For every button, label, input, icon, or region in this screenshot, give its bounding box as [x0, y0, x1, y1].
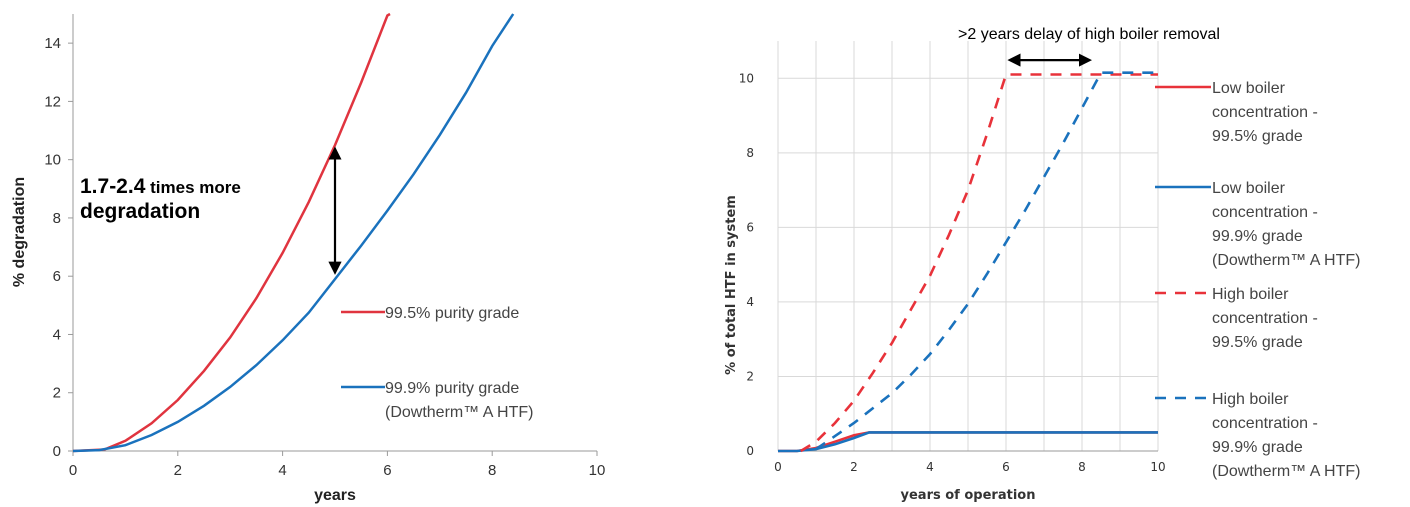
- left-x-tick-label-6: 6: [383, 462, 391, 479]
- right-series: [778, 71, 1158, 453]
- right-annotation-label: 2 years delay of high boiler removal: [967, 26, 1220, 43]
- right-x-tick-label-8: 8: [1078, 460, 1086, 474]
- right-y-tick-label-0: 0: [746, 444, 754, 458]
- left-y-tick-label-14: 14: [44, 35, 61, 52]
- left-y-tick-label-8: 8: [53, 210, 61, 227]
- right-x-ticks: 0 2 4 6 8 10: [774, 460, 1165, 474]
- left-y-tick-label-4: 4: [53, 326, 61, 343]
- left-y-tick-label-0: 0: [53, 443, 61, 460]
- right-y-axis-title: % of total HTF in system: [724, 195, 739, 375]
- right-annotation-text: >2 years delay of high boiler removal: [958, 26, 1220, 43]
- right-series-line-low-boiler-99-9: [778, 431, 1158, 453]
- left-axes: [72, 14, 597, 452]
- left-chart: 0 2 4 6 8 10 12 14 0 2 4 6 8 10 1.7-2.4 times more d…: [11, 12, 606, 504]
- right-x-tick-label-2: 2: [850, 460, 858, 474]
- left-x-tick-label-10: 10: [589, 462, 606, 479]
- right-y-tick-label-10: 10: [739, 71, 754, 85]
- right-annotation-symbol: >: [958, 26, 967, 43]
- right-gridlines: [777, 41, 1159, 451]
- left-legend: 99.5% purity grade 99.9% purity grade (D…: [341, 305, 533, 421]
- legend-high-99-9-line4: (Dowtherm™ A HTF): [1212, 463, 1360, 480]
- left-series: [72, 12, 515, 453]
- right-legend: Low boiler concentration - 99.5% grade L…: [1155, 80, 1360, 480]
- left-y-tick-label-2: 2: [53, 385, 61, 402]
- right-series-line-high-boiler-99-5: [800, 73, 1158, 453]
- right-x-tick-label-10: 10: [1150, 460, 1165, 474]
- right-y-tick-label-2: 2: [746, 369, 754, 383]
- legend-high-99-9-line1: High boiler: [1212, 391, 1289, 408]
- legend-label-99-9-line1: 99.9% purity grade: [385, 380, 519, 397]
- left-annotation-times: times more: [145, 178, 240, 197]
- left-x-tick-label-8: 8: [488, 462, 496, 479]
- legend-low-99-9-line2: concentration -: [1212, 204, 1318, 221]
- legend-high-99-5-line1: High boiler: [1212, 286, 1289, 303]
- left-annotation-line1: 1.7-2.4 times more: [80, 175, 241, 198]
- legend-high-99-9-line3: 99.9% grade: [1212, 439, 1303, 456]
- legend-low-99-9-line4: (Dowtherm™ A HTF): [1212, 252, 1360, 269]
- left-y-ticks: 0 2 4 6 8 10 12 14: [44, 35, 73, 460]
- left-y-tick-label-6: 6: [53, 268, 61, 285]
- left-y-axis-title: % degradation: [11, 177, 28, 287]
- right-x-tick-label-4: 4: [926, 460, 934, 474]
- right-y-tick-label-8: 8: [746, 146, 754, 160]
- right-x-axis-title: years of operation: [901, 488, 1036, 503]
- legend-label-99-5: 99.5% purity grade: [385, 305, 519, 322]
- right-y-ticks: 0 2 4 6 8 10: [739, 71, 754, 458]
- legend-high-99-9-line2: concentration -: [1212, 415, 1318, 432]
- legend-low-99-9-line1: Low boiler: [1212, 180, 1286, 197]
- legend-low-99-5-line2: concentration -: [1212, 104, 1318, 121]
- legend-label-99-9-line2: (Dowtherm™ A HTF): [385, 404, 533, 421]
- right-x-tick-label-6: 6: [1002, 460, 1010, 474]
- legend-low-99-5-line1: Low boiler: [1212, 80, 1286, 97]
- left-x-tick-label-0: 0: [69, 462, 77, 479]
- legend-low-99-5-line3: 99.5% grade: [1212, 128, 1303, 145]
- right-series-line-high-boiler-99-9: [815, 71, 1158, 451]
- right-y-tick-label-4: 4: [746, 295, 754, 309]
- left-y-tick-label-10: 10: [44, 152, 61, 169]
- left-x-tick-label-2: 2: [174, 462, 182, 479]
- legend-low-99-9-line3: 99.9% grade: [1212, 228, 1303, 245]
- left-annotation-ratio: 1.7-2.4: [80, 175, 146, 198]
- legend-high-99-5-line2: concentration -: [1212, 310, 1318, 327]
- left-series-line-99-5: [72, 12, 391, 453]
- left-x-ticks: 0 2 4 6 8 10: [69, 451, 606, 479]
- right-y-tick-label-6: 6: [746, 220, 754, 234]
- left-annotation-line2: degradation: [80, 200, 200, 223]
- right-x-tick-label-0: 0: [774, 460, 782, 474]
- legend-high-99-5-line3: 99.5% grade: [1212, 334, 1303, 351]
- left-series-line-99-9: [72, 13, 515, 453]
- left-x-axis-title: years: [314, 487, 356, 504]
- right-chart: 0 2 4 6 8 10 0 2 4 6 8 10 >2 years delay of high b…: [724, 26, 1360, 503]
- left-y-tick-label-12: 12: [44, 93, 61, 110]
- left-x-tick-label-4: 4: [278, 462, 286, 479]
